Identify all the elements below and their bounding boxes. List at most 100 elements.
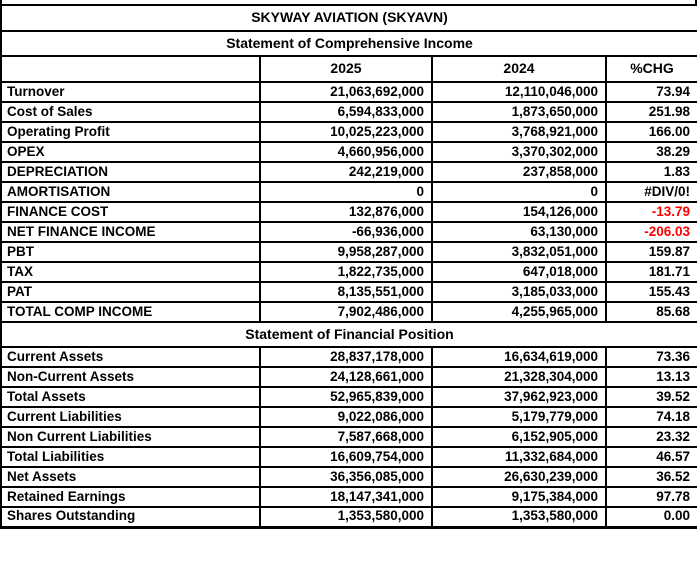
value-2025-cell: 21,063,692,000 (259, 81, 433, 103)
table-row: Operating Profit 10,025,223,000 3,768,921,… (0, 121, 697, 143)
table-row: Retained Earnings 18,147,341,000 9,175,384… (0, 486, 697, 508)
value-2024-cell: 3,768,921,000 (431, 121, 607, 143)
pct-chg-cell: 251.98 (605, 101, 697, 123)
value-2024-cell: 0 (431, 181, 607, 203)
value-2025-cell: 9,022,086,000 (259, 406, 433, 428)
row-label-cell: TOTAL COMP INCOME (0, 301, 261, 323)
table-row: FINANCE COST 132,876,000 154,126,000 -13.79 (0, 201, 697, 223)
value-2024-cell: 647,018,000 (431, 261, 607, 283)
value-2024-cell: 16,634,619,000 (431, 346, 607, 368)
pct-chg-cell: 73.94 (605, 81, 697, 103)
table-row: Cost of Sales 6,594,833,000 1,873,650,000 2… (0, 101, 697, 123)
value-2024-cell: 9,175,384,000 (431, 486, 607, 508)
value-2025-cell: 10,025,223,000 (259, 121, 433, 143)
row-label-cell: DEPRECIATION (0, 161, 261, 183)
row-label-cell: Total Liabilities (0, 446, 261, 468)
column-header-blank (0, 55, 261, 83)
column-header-2025: 2025 (259, 55, 433, 83)
pct-chg-cell: 155.43 (605, 281, 697, 303)
value-2024-cell: 26,630,239,000 (431, 466, 607, 488)
value-2024-cell: 4,255,965,000 (431, 301, 607, 323)
value-2025-cell: 1,353,580,000 (259, 506, 433, 528)
value-2024-cell: 237,858,000 (431, 161, 607, 183)
table-row: Non-Current Assets 24,128,661,000 21,328,3… (0, 366, 697, 388)
value-2024-cell: 21,328,304,000 (431, 366, 607, 388)
table-row: Total Assets 52,965,839,000 37,962,923,000… (0, 386, 697, 408)
title-row: SKYWAY AVIATION (SKYAVN) (0, 4, 697, 32)
value-2024-cell: 5,179,779,000 (431, 406, 607, 428)
row-label-cell: Cost of Sales (0, 101, 261, 123)
row-label-cell: NET FINANCE INCOME (0, 221, 261, 243)
row-label-cell: Retained Earnings (0, 486, 261, 508)
column-header-2024: 2024 (431, 55, 607, 83)
table-row: Non Current Liabilities 7,587,668,000 6,15… (0, 426, 697, 448)
pct-chg-cell: 73.36 (605, 346, 697, 368)
table-row: TOTAL COMP INCOME 7,902,486,000 4,255,965,… (0, 301, 697, 323)
pct-chg-cell: 74.18 (605, 406, 697, 428)
value-2025-cell: 28,837,178,000 (259, 346, 433, 368)
table-row: PAT 8,135,551,000 3,185,033,000 155.43 (0, 281, 697, 303)
pct-chg-cell: 46.57 (605, 446, 697, 468)
value-2025-cell: 7,587,668,000 (259, 426, 433, 448)
table-row: Turnover 21,063,692,000 12,110,046,000 73.9… (0, 81, 697, 103)
table-top-edge (0, 0, 697, 4)
table-row: Net Assets 36,356,085,000 26,630,239,000 36… (0, 466, 697, 488)
row-label-cell: Operating Profit (0, 121, 261, 143)
row-label-cell: TAX (0, 261, 261, 283)
value-2024-cell: 12,110,046,000 (431, 81, 607, 103)
table-row: Total Liabilities 16,609,754,000 11,332,68… (0, 446, 697, 468)
row-label-cell: FINANCE COST (0, 201, 261, 223)
pct-chg-cell: 97.78 (605, 486, 697, 508)
row-label-cell: Current Assets (0, 346, 261, 368)
value-2025-cell: 132,876,000 (259, 201, 433, 223)
value-2025-cell: 9,958,287,000 (259, 241, 433, 263)
company-title: SKYWAY AVIATION (SKYAVN) (0, 4, 697, 32)
pct-chg-cell: 181.71 (605, 261, 697, 283)
row-label-cell: PBT (0, 241, 261, 263)
column-header-row: 2025 2024 %CHG (0, 55, 697, 83)
value-2025-cell: 36,356,085,000 (259, 466, 433, 488)
row-label-cell: AMORTISATION (0, 181, 261, 203)
pct-chg-cell: 39.52 (605, 386, 697, 408)
value-2025-cell: 18,147,341,000 (259, 486, 433, 508)
row-label-cell: Total Assets (0, 386, 261, 408)
table-row: AMORTISATION 0 0 #DIV/0! (0, 181, 697, 203)
value-2025-cell: 24,128,661,000 (259, 366, 433, 388)
section-heading-financial-position: Statement of Financial Position (0, 321, 697, 348)
value-2025-cell: 1,822,735,000 (259, 261, 433, 283)
table-row: Current Assets 28,837,178,000 16,634,619,0… (0, 346, 697, 368)
financial-table-body: SKYWAY AVIATION (SKYAVN) Statement of Com… (0, 4, 697, 528)
value-2024-cell: 1,873,650,000 (431, 101, 607, 123)
pct-chg-cell: 159.87 (605, 241, 697, 263)
column-header-pct-chg: %CHG (605, 55, 697, 83)
section-heading-comprehensive-income: Statement of Comprehensive Income (0, 30, 697, 57)
value-2025-cell: 8,135,551,000 (259, 281, 433, 303)
value-2024-cell: 37,962,923,000 (431, 386, 607, 408)
table-row: Shares Outstanding 1,353,580,000 1,353,580… (0, 506, 697, 528)
row-label-cell: Turnover (0, 81, 261, 103)
row-label-cell: Non-Current Assets (0, 366, 261, 388)
row-label-cell: Non Current Liabilities (0, 426, 261, 448)
table-row: OPEX 4,660,956,000 3,370,302,000 38.29 (0, 141, 697, 163)
pct-chg-cell: -13.79 (605, 201, 697, 223)
pct-chg-cell: 23.32 (605, 426, 697, 448)
section-heading-row: Statement of Comprehensive Income (0, 30, 697, 57)
table-row: NET FINANCE INCOME -66,936,000 63,130,000-… (0, 221, 697, 243)
value-2024-cell: 63,130,000 (431, 221, 607, 243)
pct-chg-cell: -206.03 (605, 221, 697, 243)
table-row: PBT 9,958,287,000 3,832,051,000 159.87 (0, 241, 697, 263)
value-2024-cell: 6,152,905,000 (431, 426, 607, 448)
table-row: Current Liabilities 9,022,086,000 5,179,77… (0, 406, 697, 428)
pct-chg-cell: 166.00 (605, 121, 697, 143)
table-row: DEPRECIATION 242,219,000 237,858,000 1.83 (0, 161, 697, 183)
row-label-cell: Net Assets (0, 466, 261, 488)
value-2024-cell: 11,332,684,000 (431, 446, 607, 468)
row-label-cell: PAT (0, 281, 261, 303)
pct-chg-cell: 38.29 (605, 141, 697, 163)
value-2024-cell: 154,126,000 (431, 201, 607, 223)
row-label-cell: Shares Outstanding (0, 506, 261, 528)
value-2025-cell: 242,219,000 (259, 161, 433, 183)
value-2025-cell: 7,902,486,000 (259, 301, 433, 323)
value-2025-cell: -66,936,000 (259, 221, 433, 243)
